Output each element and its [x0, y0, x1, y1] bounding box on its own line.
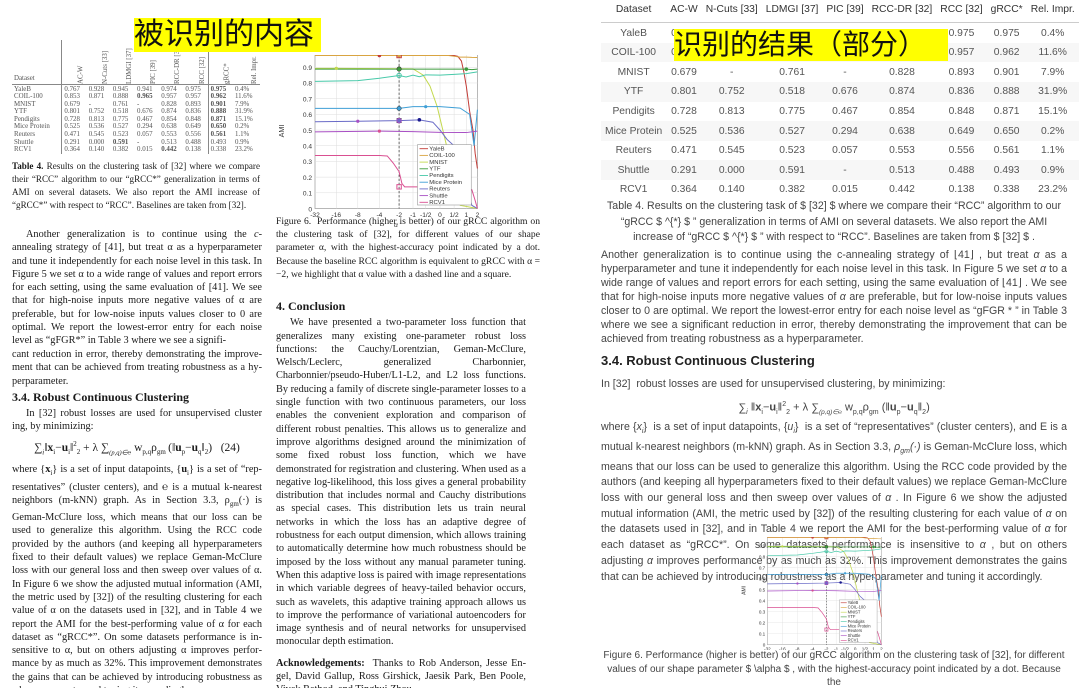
- svg-text:0: 0: [763, 643, 766, 648]
- svg-text:YaleB: YaleB: [429, 146, 444, 152]
- svg-text:MNIST: MNIST: [429, 160, 448, 166]
- svg-text:0: 0: [308, 206, 312, 213]
- svg-text:Mice Protein: Mice Protein: [429, 180, 462, 186]
- svg-text:AMI: AMI: [277, 125, 286, 138]
- svg-text:0.4: 0.4: [759, 599, 766, 604]
- svg-text:0.2: 0.2: [759, 621, 766, 626]
- svg-text:0.3: 0.3: [759, 610, 766, 615]
- svg-text:0.4: 0.4: [303, 144, 312, 151]
- svg-text:RCV1: RCV1: [848, 638, 860, 643]
- svg-text:0.1: 0.1: [759, 632, 766, 637]
- svg-text:COIL-100: COIL-100: [429, 153, 455, 159]
- svg-text:0.9: 0.9: [759, 544, 766, 549]
- svg-text:AMI: AMI: [742, 586, 748, 595]
- svg-text:Shuttle: Shuttle: [429, 193, 448, 199]
- svg-text:0.6: 0.6: [759, 577, 766, 582]
- svg-text:0.1: 0.1: [303, 191, 312, 198]
- svg-text:0.7: 0.7: [303, 96, 312, 103]
- svg-text:Pendigits: Pendigits: [429, 173, 453, 179]
- svg-text:0.8: 0.8: [759, 555, 766, 560]
- svg-text:0.5: 0.5: [759, 588, 766, 593]
- svg-text:0.6: 0.6: [303, 112, 312, 119]
- svg-text:RCV1: RCV1: [429, 200, 445, 206]
- svg-text:0.7: 0.7: [759, 566, 766, 571]
- svg-text:0.8: 0.8: [303, 81, 312, 88]
- svg-text:Reuters: Reuters: [429, 187, 450, 193]
- svg-text:0.3: 0.3: [303, 159, 312, 166]
- svg-text:0.2: 0.2: [303, 175, 312, 182]
- svg-text:0.5: 0.5: [303, 128, 312, 135]
- svg-text:YTF: YTF: [429, 167, 441, 173]
- svg-text:0.9: 0.9: [303, 65, 312, 72]
